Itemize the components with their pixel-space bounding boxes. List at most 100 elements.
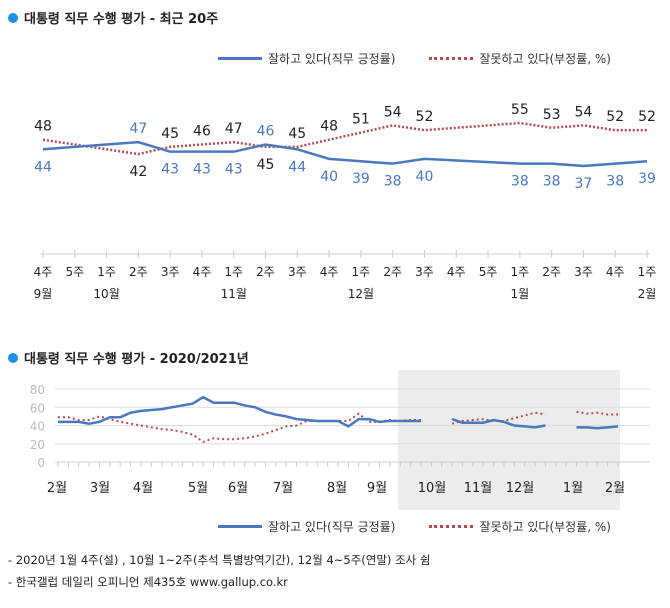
negative-data-label: 48 (34, 119, 52, 135)
negative-data-label: 48 (320, 119, 338, 135)
title-text: 대통령 직무 수행 평가 - 2020/2021년 (24, 352, 249, 367)
negative-data-label: 52 (416, 109, 434, 125)
legend-top: 잘하고 있다(직무 긍정률) 잘못하고 있다(부정률, %) (218, 50, 611, 67)
x-month-label: 5월 (188, 481, 208, 496)
x-month-label: 11월 (221, 287, 247, 301)
x-tick-label: 3주 (415, 265, 434, 279)
positive-data-label: 44 (34, 159, 52, 175)
x-tick-label: 3주 (288, 265, 307, 279)
legend-positive-label: 잘하고 있다(직무 긍정률) (268, 52, 396, 66)
title-text: 대통령 직무 수행 평가 - 최근 20주 (24, 12, 219, 27)
x-tick-label: 3주 (161, 265, 180, 279)
negative-data-label: 45 (161, 126, 179, 142)
x-month-label: 2월 (638, 287, 657, 301)
legend-negative-label: 잘못하고 있다(부정률, %) (479, 52, 611, 66)
negative-data-label: 54 (575, 104, 593, 120)
negative-data-label: 42 (129, 164, 147, 180)
x-month-label: 10월 (418, 481, 447, 496)
x-tick-label: 2주 (129, 265, 148, 279)
x-month-label: 2월 (47, 481, 67, 496)
positive-data-label: 44 (288, 159, 306, 175)
negative-line (58, 410, 618, 444)
negative-data-label: 52 (638, 109, 656, 125)
positive-data-label: 43 (161, 162, 179, 178)
x-tick-label: 3주 (574, 265, 593, 279)
x-month-label: 1월 (563, 481, 583, 496)
x-month-label: 9월 (367, 481, 387, 496)
positive-data-label: 38 (543, 174, 561, 190)
negative-data-label: 53 (543, 107, 561, 123)
positive-data-label: 43 (225, 162, 243, 178)
negative-data-label: 54 (384, 104, 402, 120)
y-tick-label: 0 (37, 456, 45, 470)
legend-negative-swatch (429, 57, 474, 60)
x-tick-label: 5주 (65, 265, 84, 279)
x-tick-label: 4주 (320, 265, 339, 279)
x-month-label: 10월 (93, 287, 119, 301)
x-month-label: 12월 (506, 481, 535, 496)
x-tick-label: 1주 (638, 265, 657, 279)
chart-title-recent: 대통령 직무 수행 평가 - 최근 20주 (8, 8, 218, 27)
shaded-region (398, 370, 620, 510)
bullet-icon (8, 352, 18, 363)
positive-data-label: 38 (606, 174, 624, 190)
x-tick-label: 1주 (224, 265, 243, 279)
x-month-label: 9월 (34, 287, 53, 301)
footnote-source: - 한국갤럽 데일리 오피니언 제435호 www.gallup.co.kr (8, 575, 288, 589)
negative-data-label: 45 (288, 126, 306, 142)
y-tick-label: 20 (30, 438, 45, 452)
negative-data-label: 45 (257, 157, 275, 173)
y-tick-label: 80 (30, 383, 45, 397)
positive-data-label: 38 (511, 174, 529, 190)
negative-data-label: 46 (193, 124, 211, 140)
positive-data-label: 47 (129, 121, 147, 137)
negative-data-label: 52 (606, 109, 624, 125)
yearly-chart: 0 20 40 60 80 2월 3월 4월 5월 6월 7월 8월 9월 10월 11월 12월 1월 2월 (30, 370, 650, 510)
x-month-label: 7월 (273, 481, 293, 496)
x-month-label: 4월 (133, 481, 153, 496)
x-tick-label: 2주 (383, 265, 402, 279)
x-tick-label: 4주 (34, 265, 53, 279)
positive-data-label: 43 (193, 162, 211, 178)
x-tick-label: 1주 (97, 265, 116, 279)
recent-20-weeks-chart: 44 47 43 43 43 46 44 40 39 38 40 38 38 37 38 39 48 42 45 46… (34, 102, 657, 301)
footnote-survey-breaks: - 2020년 1월 4주(설) , 10월 1~2주(추석 특별방역기간), … (8, 553, 431, 567)
x-tick-label: 2주 (256, 265, 275, 279)
legend-negative-label: 잘못하고 있다(부정률, %) (479, 520, 611, 534)
positive-data-label: 40 (320, 169, 338, 185)
negative-data-label: 51 (352, 112, 370, 128)
x-month-label: 2월 (605, 481, 625, 496)
y-tick-label: 60 (30, 401, 45, 415)
x-month-label: 12월 (348, 287, 374, 301)
legend-positive-swatch (218, 525, 262, 528)
x-tick-label: 5주 (479, 265, 498, 279)
positive-data-label: 37 (575, 176, 593, 192)
x-month-label: 1월 (510, 287, 529, 301)
positive-line (42, 140, 648, 168)
x-tick-label: 1주 (352, 265, 371, 279)
legend-positive-label: 잘하고 있다(직무 긍정률) (268, 520, 396, 534)
x-tick-label: 1주 (510, 265, 529, 279)
negative-line (42, 121, 647, 156)
x-tick-label: 4주 (193, 265, 212, 279)
positive-data-label: 38 (384, 174, 402, 190)
legend-bottom: 잘하고 있다(직무 긍정률) 잘못하고 있다(부정률, %) (218, 518, 611, 535)
positive-data-label: 46 (257, 124, 275, 140)
positive-data-label: 39 (638, 171, 656, 187)
x-month-label: 8월 (327, 481, 347, 496)
bullet-icon (8, 12, 18, 23)
positive-data-label: 39 (352, 171, 370, 187)
negative-data-label: 55 (511, 102, 529, 118)
x-tick-label: 4주 (447, 265, 466, 279)
x-month-label: 3월 (90, 481, 110, 496)
x-month-label: 11월 (464, 481, 493, 496)
positive-line (58, 395, 619, 430)
legend-negative-swatch (429, 525, 474, 528)
x-month-label: 6월 (228, 481, 248, 496)
chart-title-yearly: 대통령 직무 수행 평가 - 2020/2021년 (8, 348, 249, 367)
y-tick-label: 40 (30, 420, 45, 434)
x-tick-label: 2주 (542, 265, 561, 279)
legend-positive-swatch (218, 57, 262, 60)
negative-data-label: 47 (225, 121, 243, 137)
